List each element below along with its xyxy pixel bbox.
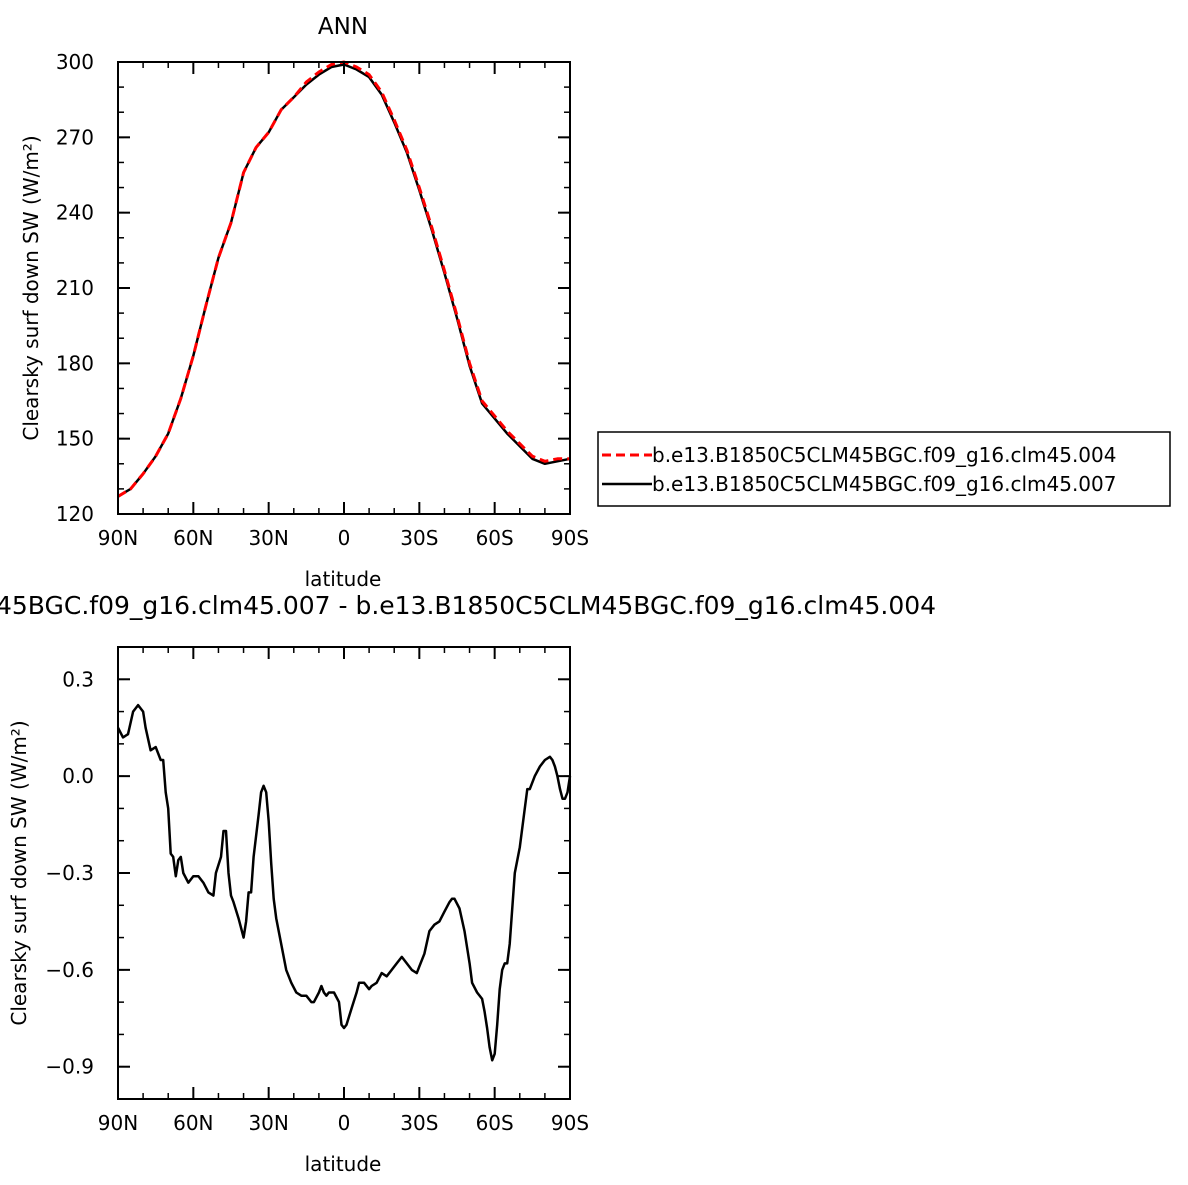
top-plot-frame — [117, 61, 571, 515]
top-x-tick-label: 0 — [338, 526, 351, 550]
bottom-ticks: 90N 60N 30N 0 30S 60S 90S 0.3 0.0 −0.3 −0.6 −0.9 — [45, 646, 589, 1135]
top-x-tick-label: 60S — [476, 526, 514, 550]
bottom-x-tick-label: 30S — [400, 1111, 438, 1135]
top-panel: ANN 90N 60N 30N 0 30S 60S 90S 120 150 180 210 240 27… — [19, 14, 589, 591]
bottom-y-tick-label: 0.3 — [62, 667, 94, 691]
top-y-tick-label: 150 — [56, 427, 94, 451]
bottom-x-axis-label: latitude — [305, 1152, 382, 1176]
top-y-tick-label: 120 — [56, 502, 94, 526]
bottom-x-tick-label: 0 — [338, 1111, 351, 1135]
bottom-panel: b.e13.B1850C5CLM45BGC.f09_g16.clm45.007 … — [0, 591, 936, 1176]
bottom-x-tick-label: 30N — [248, 1111, 288, 1135]
legend-box — [597, 431, 1171, 507]
top-y-tick-label: 270 — [56, 125, 94, 149]
bottom-x-tick-label: 60N — [173, 1111, 213, 1135]
bottom-y-axis-label: Clearsky surf down SW (W/m²) — [7, 720, 31, 1025]
bottom-y-tick-label: −0.9 — [45, 1055, 94, 1079]
top-title: ANN — [318, 14, 368, 40]
legend: b.e13.B1850C5CLM45BGC.f09_g16.clm45.004 … — [597, 431, 1171, 507]
bottom-x-tick-label: 90S — [551, 1111, 589, 1135]
top-x-tick-label: 90N — [98, 526, 138, 550]
top-x-tick-label: 30S — [400, 526, 438, 550]
top-x-tick-label: 90S — [551, 526, 589, 550]
bottom-x-tick-label: 60S — [476, 1111, 514, 1135]
top-x-tick-label: 60N — [173, 526, 213, 550]
bottom-series-line-1 — [116, 703, 572, 1062]
bottom-plot-frame — [117, 646, 571, 1100]
bottom-title: b.e13.B1850C5CLM45BGC.f09_g16.clm45.007 … — [0, 591, 936, 620]
top-x-tick-label: 30N — [248, 526, 288, 550]
top-x-axis-label: latitude — [305, 567, 382, 591]
top-y-tick-label: 180 — [56, 351, 94, 375]
bottom-series-lines — [116, 703, 572, 1062]
bottom-y-tick-label: 0.0 — [62, 764, 94, 788]
top-y-tick-label: 240 — [56, 201, 94, 225]
legend-label-series-2: b.e13.B1850C5CLM45BGC.f09_g16.clm45.007 — [652, 472, 1116, 496]
top-y-tick-label: 300 — [56, 50, 94, 74]
legend-label-series-1: b.e13.B1850C5CLM45BGC.f09_g16.clm45.004 — [652, 443, 1116, 467]
bottom-y-tick-label: −0.6 — [45, 958, 94, 982]
top-y-axis-label: Clearsky surf down SW (W/m²) — [19, 135, 43, 440]
top-series-line-2 — [117, 63, 571, 498]
top-ticks: 90N 60N 30N 0 30S 60S 90S 120 150 180 210 240 270 300 — [56, 50, 589, 550]
top-series-lines — [117, 60, 571, 498]
bottom-y-tick-label: −0.3 — [45, 861, 94, 885]
top-y-tick-label: 210 — [56, 276, 94, 300]
bottom-x-tick-label: 90N — [98, 1111, 138, 1135]
top-series-line-1 — [117, 60, 570, 498]
